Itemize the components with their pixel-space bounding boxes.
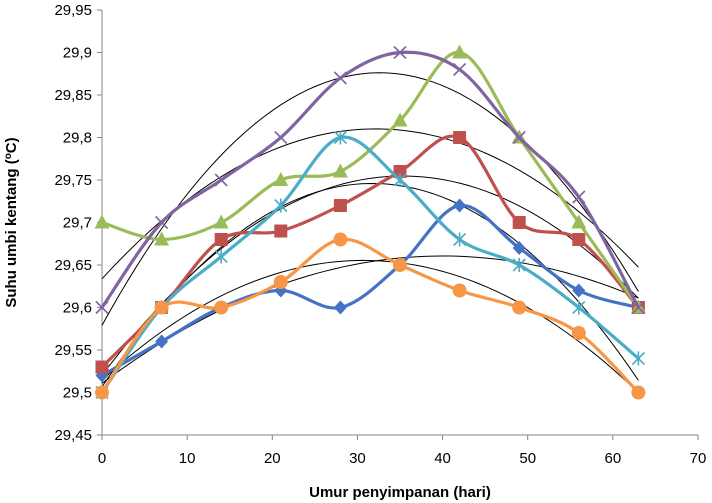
data-point-circle (571, 326, 586, 340)
data-point-circle (452, 283, 467, 298)
series-4 (95, 45, 645, 315)
data-point-star (572, 300, 586, 315)
y-tick-label: 29,45 (54, 427, 92, 444)
x-tick-label: 50 (519, 450, 536, 467)
y-axis-title: Suhu umbi kentang (oC) (3, 137, 21, 307)
data-point-triangle (392, 112, 408, 127)
y-tick-label: 29,7 (63, 215, 92, 232)
y-tick-label: 29,55 (54, 342, 92, 359)
y-tick-label: 29,65 (54, 257, 92, 274)
x-tick-label: 0 (98, 450, 106, 467)
trendline (101, 259, 639, 393)
data-point-triangle (571, 214, 587, 229)
data-point-circle (512, 300, 527, 315)
y-axis-ticks: 29,45 29,5 29,55 29,6 29,65 29,7 29,75 29,8 29,8… (54, 2, 102, 444)
series-2 (95, 131, 645, 374)
data-point-triangle (452, 44, 468, 59)
data-point-square (274, 224, 288, 238)
data-point-square (333, 199, 347, 212)
data-point-star (453, 232, 467, 247)
data-point-diamond (333, 300, 347, 315)
data-point-circle (214, 300, 229, 315)
data-point-square (214, 233, 228, 246)
y-tick-label: 29,9 (63, 45, 92, 62)
data-point-square (393, 165, 407, 178)
trendline (101, 182, 639, 388)
data-point-diamond (453, 198, 467, 213)
data-point-square (512, 216, 526, 229)
data-point-square (572, 233, 586, 246)
series-line (100, 50, 640, 310)
series-line (100, 134, 640, 369)
data-point-x (214, 173, 228, 187)
data-point-star (393, 173, 407, 187)
data-point-triangle (332, 163, 348, 178)
data-point-square (453, 131, 467, 144)
data-point-x (393, 45, 407, 60)
data-point-diamond (572, 283, 586, 298)
data-point-x (274, 130, 288, 145)
y-axis-title-end: C) (3, 137, 20, 153)
x-tick-label: 10 (179, 450, 196, 467)
series-line (100, 135, 640, 395)
data-point-circle (95, 385, 109, 400)
data-point-star (512, 258, 526, 272)
y-tick-label: 29,6 (63, 300, 92, 317)
x-tick-label: 60 (605, 450, 622, 467)
data-point-triangle (213, 214, 229, 229)
y-tick-label: 29,85 (54, 87, 92, 104)
x-tick-label: 40 (434, 450, 451, 467)
data-point-x (631, 300, 645, 315)
data-point-triangle (94, 214, 110, 229)
series-6 (95, 232, 646, 400)
data-point-circle (273, 275, 288, 289)
data-point-triangle (273, 172, 289, 186)
data-point-circle (154, 300, 169, 315)
data-point-x (95, 300, 109, 315)
data-point-diamond (155, 334, 169, 349)
series-line (100, 50, 640, 310)
data-point-circle (631, 385, 646, 400)
data-point-star (333, 130, 347, 145)
x-tick-label: 20 (264, 450, 281, 467)
y-axis-title-main: Suhu umbi kentang ( (3, 159, 20, 307)
x-axis-ticks: 0 10 20 30 40 50 60 70 (98, 435, 707, 467)
data-point-x (333, 71, 347, 85)
data-point-x (453, 62, 467, 77)
data-point-square (95, 360, 109, 374)
data-point-diamond (512, 241, 526, 255)
data-point-circle (333, 232, 348, 247)
data-point-x (155, 215, 169, 230)
y-tick-label: 29,95 (54, 2, 92, 19)
series-line (100, 203, 640, 378)
y-tick-label: 29,75 (54, 172, 92, 189)
series-group (94, 44, 646, 400)
series-line (100, 237, 640, 395)
data-point-star (631, 351, 645, 366)
x-axis-title: Umur penyimpanan (hari) (309, 484, 491, 501)
x-tick-label: 70 (690, 450, 707, 467)
data-point-star (214, 249, 228, 264)
data-point-star (274, 198, 288, 213)
data-point-x (572, 190, 586, 204)
data-point-circle (393, 258, 407, 272)
y-tick-label: 29,8 (63, 130, 92, 147)
data-point-triangle (154, 231, 170, 246)
data-point-x (512, 130, 526, 145)
y-tick-label: 29,5 (63, 385, 92, 402)
series-5 (95, 130, 645, 400)
y-axis-title-sup: o (3, 153, 14, 159)
x-tick-label: 30 (349, 450, 366, 467)
